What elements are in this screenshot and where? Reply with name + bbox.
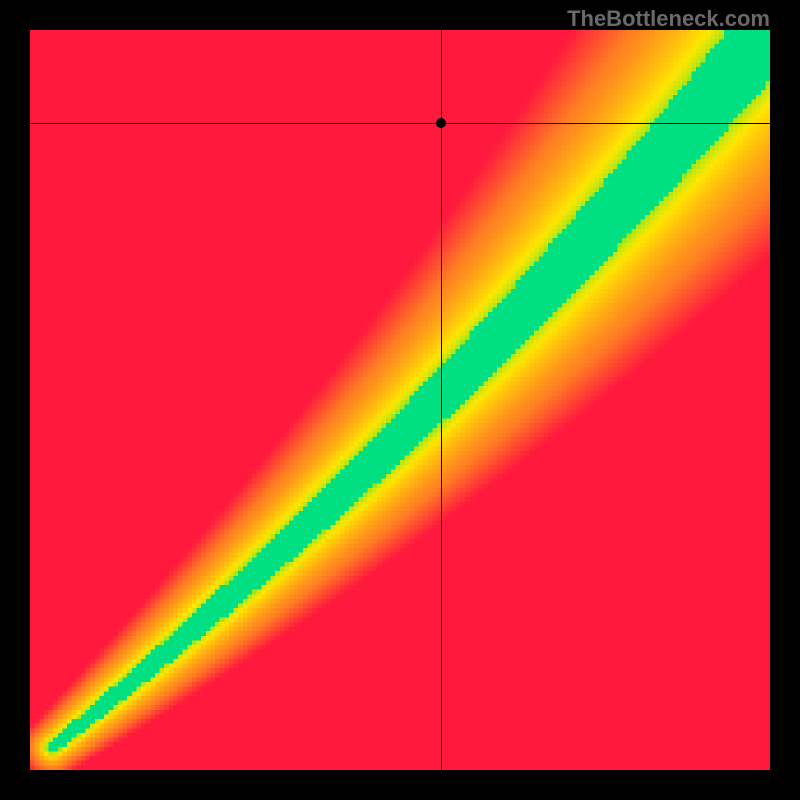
heatmap-plot [30,30,770,770]
crosshair-horizontal [30,123,770,124]
crosshair-marker [436,118,446,128]
watermark-text: TheBottleneck.com [567,6,770,32]
crosshair-vertical [441,30,442,770]
heatmap-canvas [30,30,770,770]
